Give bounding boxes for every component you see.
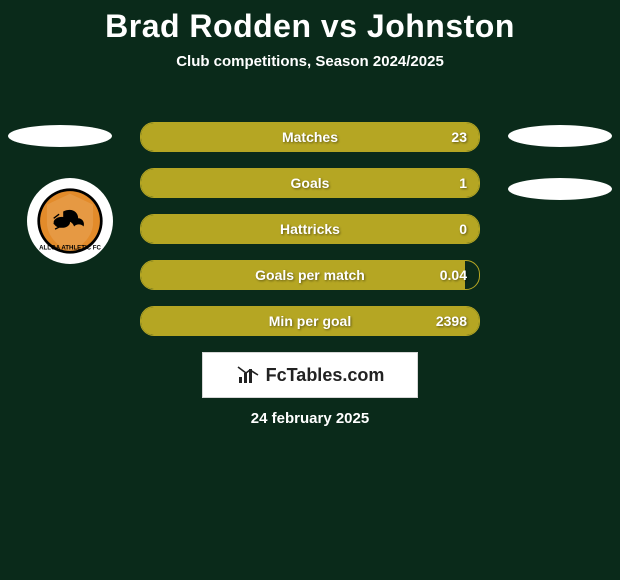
stat-row-label: Goals [291, 175, 330, 191]
site-logo-text: FcTables.com [266, 365, 385, 386]
stat-row: Hattricks 0 [140, 214, 480, 244]
stat-row-value: 0.04 [440, 267, 467, 283]
svg-text:ALLOA ATHLETIC FC: ALLOA ATHLETIC FC [39, 245, 101, 252]
stat-row-value: 2398 [436, 313, 467, 329]
stats-rows: Matches 23 Goals 1 Hattricks 0 Goals per match… [140, 122, 480, 352]
stat-row-label: Hattricks [280, 221, 340, 237]
site-logo[interactable]: FcTables.com [202, 352, 418, 398]
bar-chart-icon [236, 363, 260, 387]
stat-row-label: Matches [282, 129, 338, 145]
stat-row-label: Goals per match [255, 267, 365, 283]
stat-row: Goals 1 [140, 168, 480, 198]
right-player-slot-1 [508, 125, 612, 147]
stat-row: Goals per match 0.04 [140, 260, 480, 290]
stat-row-label: Min per goal [269, 313, 351, 329]
stat-row-value: 1 [459, 175, 467, 191]
stat-row-value: 23 [451, 129, 467, 145]
left-player-slot [8, 125, 112, 147]
stat-row: Min per goal 2398 [140, 306, 480, 336]
page-subtitle: Club competitions, Season 2024/2025 [0, 53, 620, 70]
alloa-badge-icon: ALLOA ATHLETIC FC [36, 187, 104, 255]
page-title: Brad Rodden vs Johnston [0, 0, 620, 45]
stat-row-value: 0 [459, 221, 467, 237]
page-date: 24 february 2025 [0, 410, 620, 427]
club-badge: ALLOA ATHLETIC FC [27, 178, 113, 264]
right-player-slot-2 [508, 178, 612, 200]
stat-row: Matches 23 [140, 122, 480, 152]
